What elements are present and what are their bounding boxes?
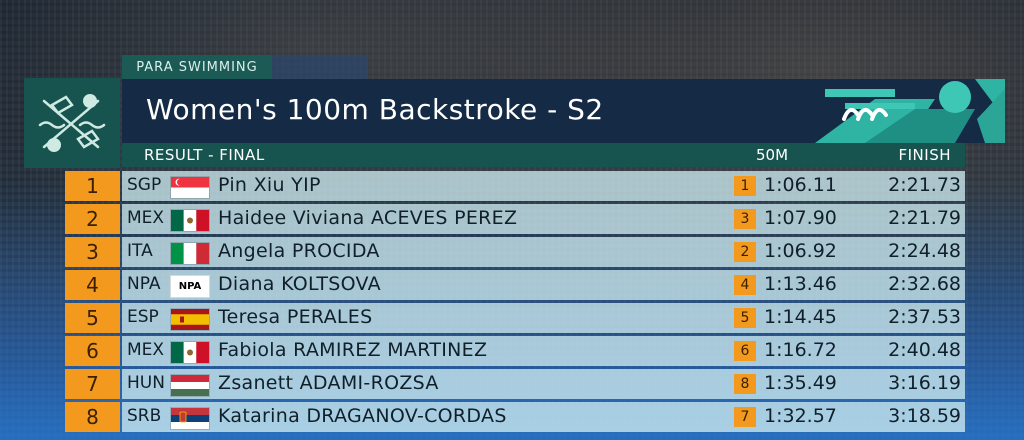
event-title: Women's 100m Backstroke - S2 bbox=[146, 93, 604, 126]
flag-italy-icon bbox=[170, 242, 210, 265]
result-bar: NPA NPA Diana KOLTSOVA 4 1:13.46 2:32.68 bbox=[122, 270, 965, 300]
athlete-name: Haidee Viviana ACEVES PEREZ bbox=[218, 207, 518, 229]
athlete-name: Diana KOLTSOVA bbox=[218, 273, 381, 295]
finish-column-label: FINISH bbox=[898, 146, 951, 164]
split-column-label: 50M bbox=[756, 146, 789, 164]
paralympic-agitos-icon bbox=[842, 107, 888, 121]
results-table: 1 SGP Pin Xiu YIP 1 1:06.11 2:21.73 2 ME… bbox=[65, 170, 965, 434]
table-row: 2 MEX Haidee Viviana ACEVES PEREZ 3 1:07… bbox=[65, 203, 965, 236]
rank-badge: 1 bbox=[65, 171, 120, 201]
flag-mexico-icon bbox=[170, 341, 210, 364]
results-header: RESULT - FINAL 50M FINISH bbox=[122, 143, 965, 167]
noc-code: SRB bbox=[127, 406, 162, 426]
noc-code: MEX bbox=[127, 340, 165, 360]
finish-time: 2:21.73 bbox=[888, 174, 961, 196]
flag-serbia-icon bbox=[170, 407, 210, 430]
split-rank-badge: 8 bbox=[734, 374, 756, 394]
athlete-name: Angela PROCIDA bbox=[218, 240, 380, 262]
athlete-name: Katarina DRAGANOV-CORDAS bbox=[218, 405, 507, 427]
result-bar: HUN Zsanett ADAMI-ROZSA 8 1:35.49 3:16.1… bbox=[122, 369, 965, 399]
noc-code: HUN bbox=[127, 373, 165, 393]
split-rank-badge: 5 bbox=[734, 308, 756, 328]
split-rank-badge: 2 bbox=[734, 242, 756, 262]
split-time: 1:16.72 bbox=[764, 339, 837, 361]
flag-singapore-icon bbox=[170, 176, 210, 199]
rank-badge: 2 bbox=[65, 204, 120, 234]
table-row: 1 SGP Pin Xiu YIP 1 1:06.11 2:21.73 bbox=[65, 170, 965, 203]
result-bar: SGP Pin Xiu YIP 1 1:06.11 2:21.73 bbox=[122, 171, 965, 201]
split-time: 1:35.49 bbox=[764, 372, 837, 394]
split-rank-badge: 3 bbox=[734, 209, 756, 229]
finish-time: 3:18.59 bbox=[888, 405, 961, 427]
result-label: RESULT - FINAL bbox=[144, 146, 265, 164]
rank-badge: 5 bbox=[65, 303, 120, 333]
flag-npa-text: NPA bbox=[178, 281, 202, 292]
noc-code: SGP bbox=[127, 175, 162, 195]
finish-time: 2:37.53 bbox=[888, 306, 961, 328]
table-row: 7 HUN Zsanett ADAMI-ROZSA 8 1:35.49 3:16… bbox=[65, 368, 965, 401]
athlete-name: Zsanett ADAMI-ROZSA bbox=[218, 372, 439, 394]
split-time: 1:06.92 bbox=[764, 240, 837, 262]
result-bar: MEX Haidee Viviana ACEVES PEREZ 3 1:07.9… bbox=[122, 204, 965, 234]
flag-mexico-icon bbox=[170, 209, 210, 232]
split-time: 1:07.90 bbox=[764, 207, 837, 229]
split-rank-badge: 1 bbox=[734, 176, 756, 196]
finish-time: 3:16.19 bbox=[888, 372, 961, 394]
rank-badge: 7 bbox=[65, 369, 120, 399]
sport-tab-extension bbox=[272, 55, 368, 79]
flag-npa-icon: NPA bbox=[170, 275, 210, 298]
split-time: 1:13.46 bbox=[764, 273, 837, 295]
finish-time: 2:40.48 bbox=[888, 339, 961, 361]
split-time: 1:14.45 bbox=[764, 306, 837, 328]
swimming-pictogram-icon bbox=[24, 78, 120, 168]
rank-badge: 8 bbox=[65, 402, 120, 432]
athlete-name: Teresa PERALES bbox=[218, 306, 373, 328]
paris-brand-pattern-icon bbox=[805, 79, 1005, 143]
table-row: 8 SRB Katarina DRAGANOV-CORDAS 7 1:32.57… bbox=[65, 401, 965, 434]
rank-badge: 4 bbox=[65, 270, 120, 300]
table-row: 4 NPA NPA Diana KOLTSOVA 4 1:13.46 2:32.… bbox=[65, 269, 965, 302]
event-title-bar: Women's 100m Backstroke - S2 bbox=[122, 79, 1005, 143]
rank-badge: 6 bbox=[65, 336, 120, 366]
table-row: 5 ESP Teresa PERALES 5 1:14.45 2:37.53 bbox=[65, 302, 965, 335]
noc-code: ESP bbox=[127, 307, 159, 327]
split-time: 1:06.11 bbox=[764, 174, 837, 196]
noc-code: ITA bbox=[127, 241, 153, 261]
flag-spain-icon bbox=[170, 308, 210, 331]
result-bar: SRB Katarina DRAGANOV-CORDAS 7 1:32.57 3… bbox=[122, 402, 965, 432]
table-row: 3 ITA Angela PROCIDA 2 1:06.92 2:24.48 bbox=[65, 236, 965, 269]
split-rank-badge: 7 bbox=[734, 407, 756, 427]
result-bar: ESP Teresa PERALES 5 1:14.45 2:37.53 bbox=[122, 303, 965, 333]
finish-time: 2:32.68 bbox=[888, 273, 961, 295]
split-time: 1:32.57 bbox=[764, 405, 837, 427]
finish-time: 2:21.79 bbox=[888, 207, 961, 229]
table-row: 6 MEX Fabiola RAMIREZ MARTINEZ 6 1:16.72… bbox=[65, 335, 965, 368]
athlete-name: Fabiola RAMIREZ MARTINEZ bbox=[218, 339, 488, 361]
noc-code: NPA bbox=[127, 274, 161, 294]
split-rank-badge: 4 bbox=[734, 275, 756, 295]
split-rank-badge: 6 bbox=[734, 341, 756, 361]
rank-badge: 3 bbox=[65, 237, 120, 267]
noc-code: MEX bbox=[127, 208, 165, 228]
result-bar: MEX Fabiola RAMIREZ MARTINEZ 6 1:16.72 2… bbox=[122, 336, 965, 366]
flag-hungary-icon bbox=[170, 374, 210, 397]
sport-label: PARA SWIMMING bbox=[122, 55, 272, 79]
athlete-name: Pin Xiu YIP bbox=[218, 174, 321, 196]
result-bar: ITA Angela PROCIDA 2 1:06.92 2:24.48 bbox=[122, 237, 965, 267]
finish-time: 2:24.48 bbox=[888, 240, 961, 262]
